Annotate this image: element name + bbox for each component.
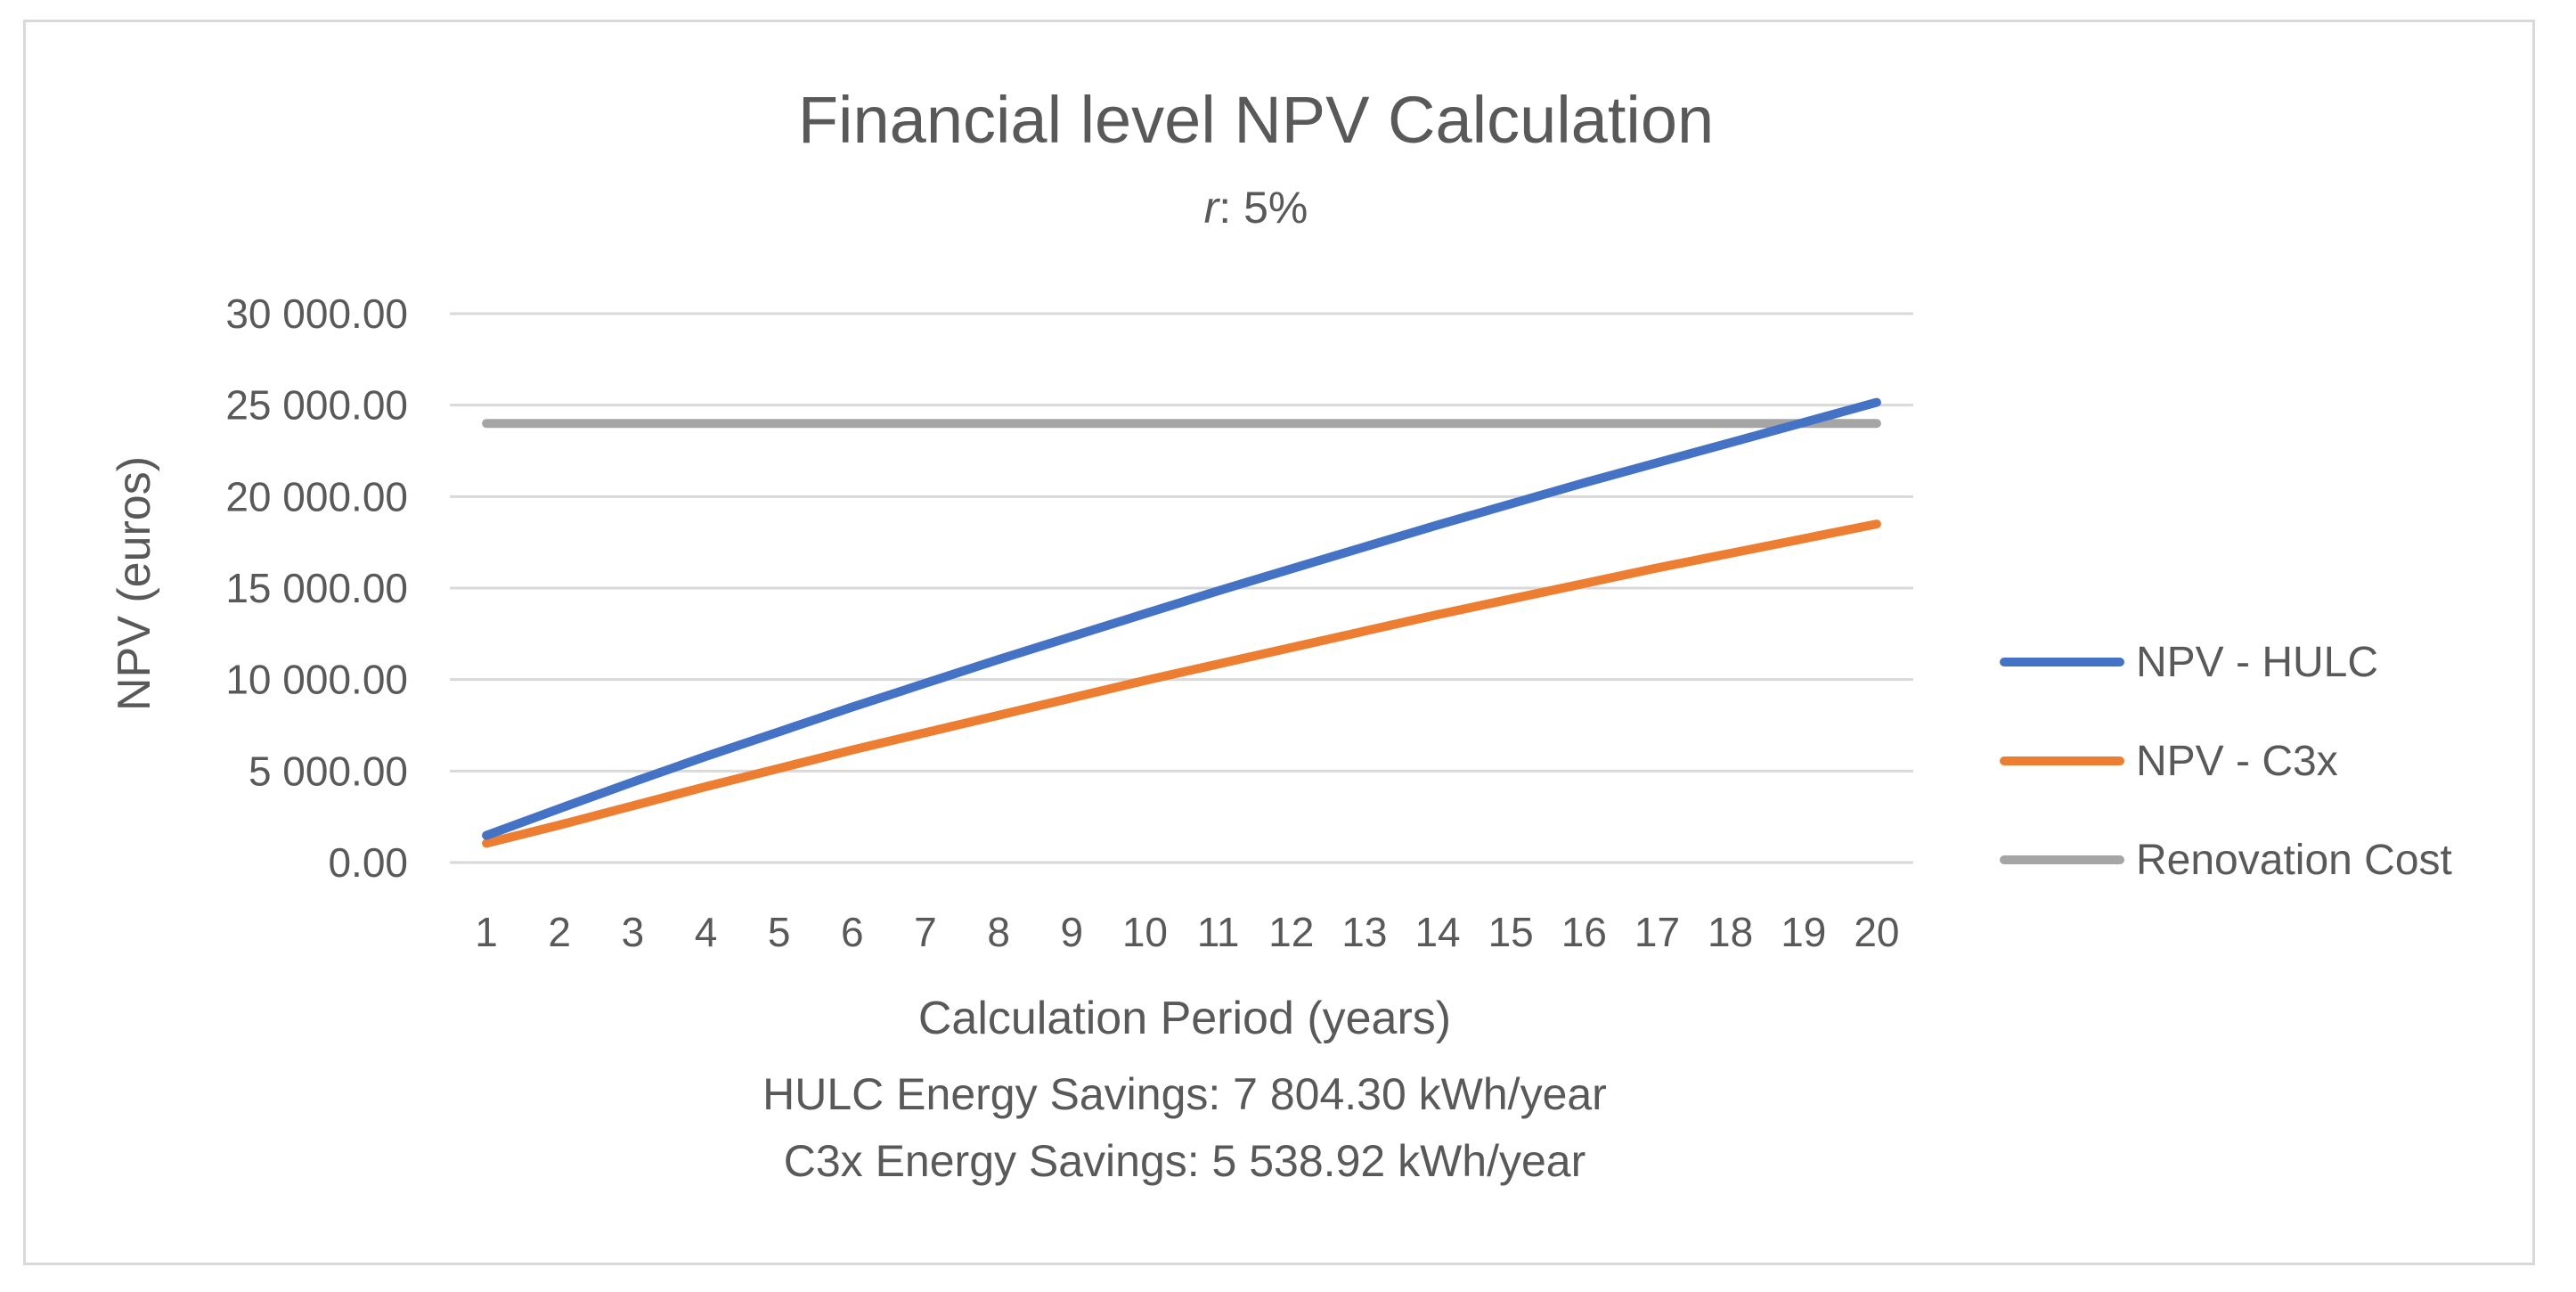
legend-label: Renovation Cost — [2136, 837, 2452, 884]
series-line-npv-c3x — [482, 519, 1881, 848]
x-tick-label: 2 — [548, 909, 571, 955]
x-tick-labels: 1 2 3 4 5 6 7 8 9 10 11 12 13 14 15 16 17 18 19 20 — [475, 909, 1899, 955]
annotation-c3x-savings: C3x Energy Savings: 5 538.92 kWh/year — [784, 1136, 1586, 1186]
legend-label: NPV - C3x — [2136, 738, 2338, 785]
annotation-hulc-savings: HULC Energy Savings: 7 804.30 kWh/year — [762, 1069, 1607, 1119]
x-tick-label: 20 — [1854, 909, 1899, 955]
y-axis-label: NPV (euros) — [109, 456, 160, 711]
x-tick-label: 8 — [987, 909, 1010, 955]
y-tick-label: 15 000.00 — [225, 565, 408, 611]
y-tick-labels: 0.00 5 000.00 10 000.00 15 000.00 20 000.00 2… — [225, 290, 408, 886]
y-tick-label: 30 000.00 — [225, 290, 408, 337]
subtitle-value: : 5% — [1219, 183, 1308, 233]
x-tick-label: 16 — [1561, 909, 1607, 955]
y-tick-label: 10 000.00 — [225, 657, 408, 703]
x-tick-label: 15 — [1488, 909, 1534, 955]
x-tick-label: 10 — [1122, 909, 1168, 955]
subtitle-variable: r — [1204, 183, 1221, 233]
legend-label: NPV - HULC — [2136, 639, 2378, 686]
x-tick-label: 6 — [841, 909, 864, 955]
x-tick-label: 4 — [695, 909, 718, 955]
y-tick-label: 5 000.00 — [249, 748, 408, 794]
y-tick-label: 0.00 — [328, 839, 408, 886]
gridlines — [450, 312, 1913, 864]
y-tick-label: 25 000.00 — [225, 382, 408, 429]
y-tick-label: 20 000.00 — [225, 473, 408, 519]
x-tick-label: 12 — [1268, 909, 1314, 955]
x-tick-label: 9 — [1060, 909, 1083, 955]
x-tick-label: 19 — [1781, 909, 1826, 955]
x-tick-label: 14 — [1414, 909, 1460, 955]
x-tick-label: 18 — [1708, 909, 1753, 955]
x-tick-label: 17 — [1634, 909, 1680, 955]
x-tick-label: 5 — [768, 909, 791, 955]
x-axis-label: Calculation Period (years) — [918, 993, 1451, 1044]
chart-title: Financial level NPV Calculation — [798, 83, 1714, 157]
x-tick-label: 3 — [622, 909, 645, 955]
series-line-npv-hulc — [482, 397, 1881, 840]
legend: NPV - HULC NPV - C3x Renovation Cost — [2000, 639, 2452, 884]
chart-frame — [23, 20, 2535, 1265]
series-lines — [482, 397, 1881, 848]
chart-subtitle: r: 5% — [1204, 183, 1308, 233]
x-tick-label: 1 — [475, 909, 498, 955]
x-tick-label: 11 — [1197, 909, 1240, 955]
x-tick-label: 7 — [914, 909, 937, 955]
x-tick-label: 13 — [1341, 909, 1387, 955]
